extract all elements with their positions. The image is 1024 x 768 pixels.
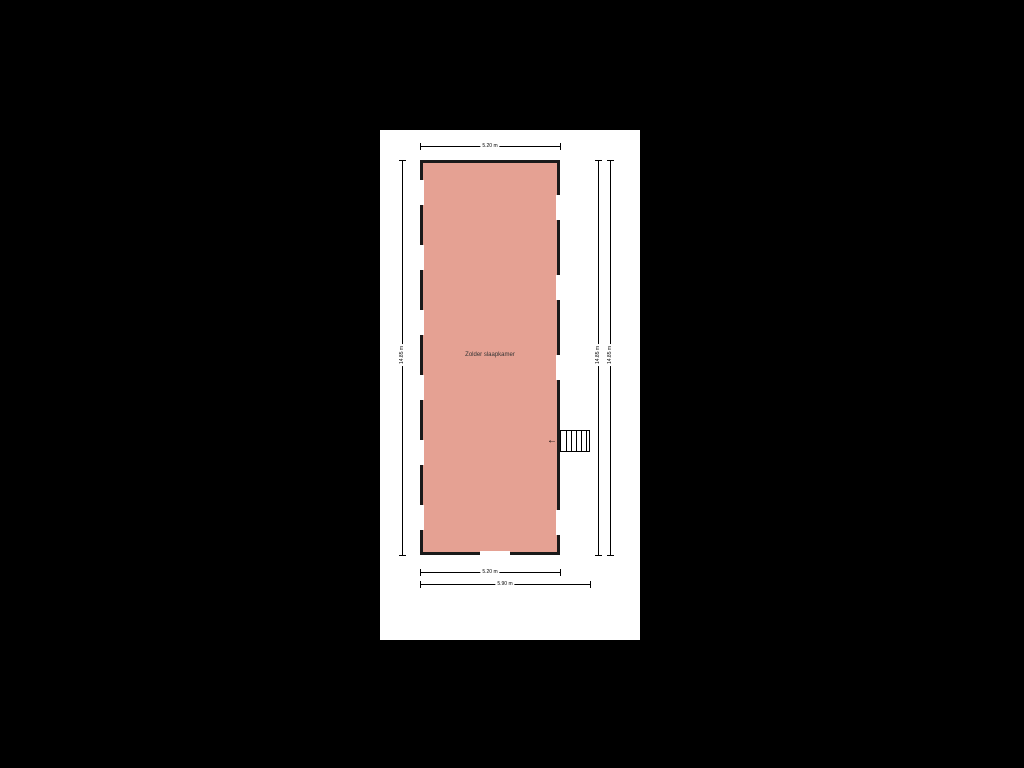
dim-left-tick [399, 555, 406, 556]
window-right [556, 195, 561, 220]
floorplan-canvas: Zolder slaapkamer ← 5.20 m 14.85 m 14.85 m 14… [380, 130, 640, 640]
stairs [560, 430, 590, 452]
dim-bottom-outer-label: 5.90 m [495, 581, 514, 587]
window-left [419, 180, 424, 205]
dim-right-inner-tick [595, 555, 602, 556]
window-right [556, 355, 561, 380]
room-label: Zolder slaapkamer [465, 352, 515, 358]
dim-bottom-inner-label: 5.20 m [480, 569, 499, 575]
dim-right-inner-label: 14.85 m [595, 344, 601, 366]
stairs-arrow-icon: ← [547, 436, 557, 446]
window-right [556, 275, 561, 300]
dim-right-inner-tick [595, 160, 602, 161]
dim-top-tick [560, 143, 561, 150]
dim-bottom-outer-tick [590, 581, 591, 588]
window-left [419, 375, 424, 400]
dim-bottom-outer-tick [420, 581, 421, 588]
dim-left-label: 14.85 m [399, 344, 405, 366]
window-left [419, 245, 424, 270]
dim-top-tick [420, 143, 421, 150]
dim-bottom-inner-tick [560, 569, 561, 576]
dim-right-outer-tick [607, 555, 614, 556]
dim-right-outer-label: 14.85 m [607, 344, 613, 366]
window-left [419, 440, 424, 465]
window-left [419, 505, 424, 530]
dim-left-tick [399, 160, 406, 161]
dim-bottom-inner-tick [420, 569, 421, 576]
dim-right-outer-tick [607, 160, 614, 161]
door-bottom [480, 551, 510, 556]
window-right [556, 510, 561, 535]
dim-top-label: 5.20 m [480, 143, 499, 149]
window-left [419, 310, 424, 335]
